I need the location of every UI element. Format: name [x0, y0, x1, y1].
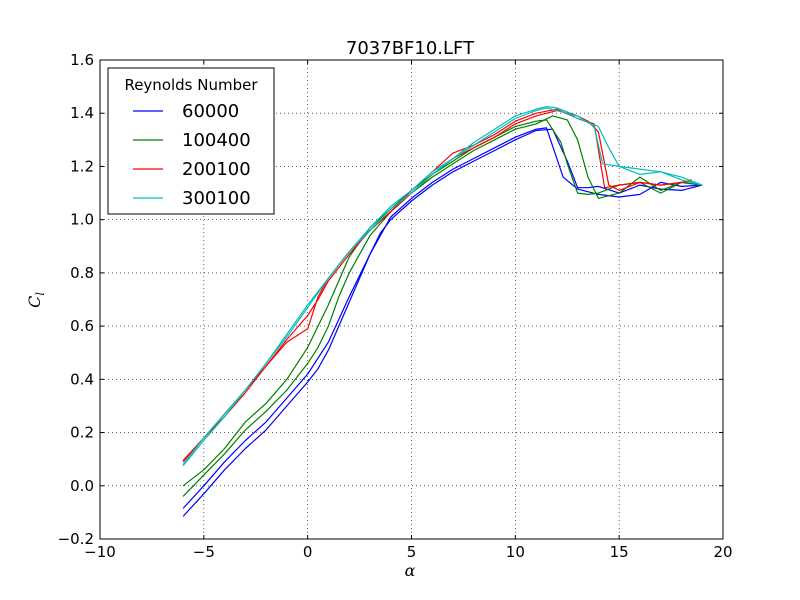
legend-entries: 60000 100400 200100 300100 — [133, 101, 251, 209]
y-tick-label: 0.0 — [70, 477, 94, 495]
x-tick-label: 0 — [303, 543, 313, 561]
x-axis-label: α — [405, 561, 416, 580]
y-axis-label-subscript: l — [34, 292, 47, 296]
x-tick-label: 5 — [407, 543, 417, 561]
series-layer — [182, 105, 703, 517]
legend: Reynolds Number 60000 100400 200100 300100 — [107, 67, 275, 215]
x-tick-label: −5 — [193, 543, 215, 561]
series-line-60000-2 — [182, 127, 703, 509]
x-tick-label: 10 — [506, 543, 525, 561]
x-tick-label: 20 — [713, 543, 732, 561]
y-tick-label: 0.2 — [70, 424, 94, 442]
series-300100 — [182, 105, 703, 467]
y-axis-label: Cl — [25, 292, 47, 308]
y-tick-label: 0.4 — [70, 370, 94, 388]
series-line-100400-1 — [182, 115, 703, 497]
y-tick-label: 1.6 — [70, 51, 94, 69]
legend-box — [107, 67, 275, 215]
legend-label-100400: 100400 — [182, 130, 251, 151]
series-line-300100-1 — [182, 107, 703, 467]
series-line-200100-2 — [182, 108, 692, 461]
y-tick-label: 0.6 — [70, 317, 94, 335]
legend-label-60000: 60000 — [182, 101, 239, 122]
series-60000 — [182, 127, 703, 517]
legend-label-200100: 200100 — [182, 159, 251, 180]
y-tick-label: −0.2 — [58, 530, 94, 548]
series-line-60000-1 — [182, 128, 703, 517]
x-tick-label: −10 — [84, 543, 116, 561]
x-tick-label: 15 — [610, 543, 629, 561]
y-tick-label: 0.8 — [70, 264, 94, 282]
y-axis-label-main: C — [25, 296, 44, 308]
y-tick-label: 1.2 — [70, 157, 94, 175]
y-tick-label: 1.0 — [70, 211, 94, 229]
y-tick-label: 1.4 — [70, 104, 94, 122]
chart-title: 7037BF10.LFT — [346, 38, 475, 59]
legend-label-300100: 300100 — [182, 188, 251, 209]
ticks: −10 −5 0 5 10 15 20 −0.2 0.0 0.2 0.4 0.6 0.8 1.0 1.2 1.… — [58, 51, 733, 561]
series-line-300100-2 — [182, 105, 703, 465]
legend-title: Reynolds Number — [124, 76, 258, 94]
